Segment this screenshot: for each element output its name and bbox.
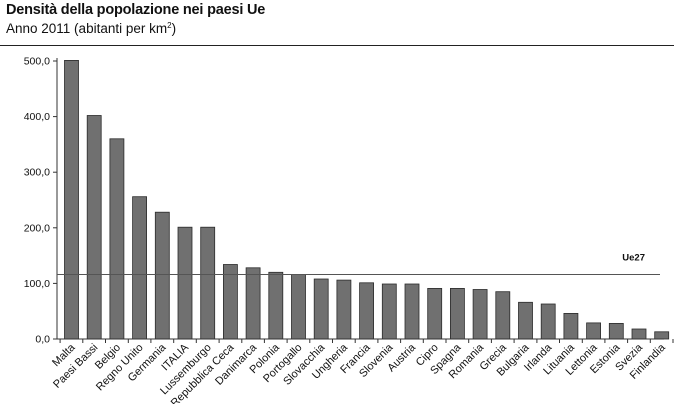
y-tick-label: 200,0 (24, 222, 50, 234)
bar (563, 312, 579, 340)
bar (631, 328, 647, 340)
bar (381, 283, 397, 340)
bar (449, 287, 465, 340)
chart-title: Densità della popolazione nei paesi Ue (6, 2, 266, 18)
bar (200, 226, 216, 340)
bar (313, 278, 329, 340)
bar (540, 303, 556, 340)
bar (359, 282, 375, 340)
bar (132, 196, 148, 340)
bar (336, 279, 352, 340)
bar (291, 274, 306, 340)
bar (404, 283, 420, 340)
bar (608, 322, 624, 340)
bar (586, 322, 601, 340)
bar (64, 60, 79, 340)
reference-line-label: Ue27 (622, 253, 645, 264)
bar (86, 115, 102, 340)
bar (654, 331, 670, 340)
bar (472, 289, 488, 340)
bar (245, 267, 261, 340)
y-tick-label: 500,0 (24, 56, 50, 68)
header-rule (0, 45, 674, 46)
y-tick-label: 300,0 (24, 167, 50, 179)
y-tick-label: 0,0 (35, 334, 50, 346)
bar (154, 211, 170, 340)
subtitle-text: Anno 2011 (abitanti per km (6, 21, 168, 36)
bar (495, 291, 511, 340)
y-tick-label: 400,0 (24, 111, 50, 123)
subtitle-end: ) (171, 21, 177, 36)
y-tick-label: 100,0 (24, 278, 50, 290)
bar (177, 226, 193, 340)
bar (427, 287, 443, 340)
bar (222, 264, 238, 340)
bar (109, 138, 125, 340)
subtitle-superscript: 2 (167, 21, 172, 30)
bar (518, 301, 533, 340)
bar (268, 271, 284, 340)
chart-subtitle: Anno 2011 (abitanti per km2) (6, 21, 176, 36)
